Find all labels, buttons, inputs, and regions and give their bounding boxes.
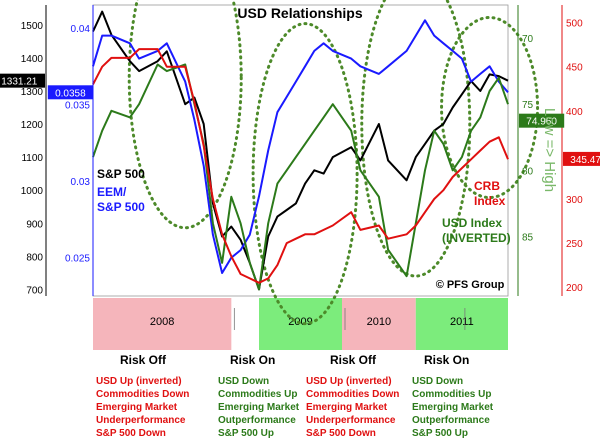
regime-description-line: Commodities Down — [306, 389, 400, 400]
regime-description-line: Underperformance — [306, 415, 396, 426]
regime-description-line: S&P 500 Down — [306, 428, 376, 439]
regime-band — [93, 298, 232, 350]
sp500-current-value-bg — [0, 73, 46, 88]
sp500-tick-label: 800 — [26, 252, 43, 263]
sp500-tick-label: 900 — [26, 219, 43, 230]
series-label: Index — [474, 194, 506, 208]
crb-tick-label: 400 — [566, 107, 583, 118]
usd-tick-label: 75 — [522, 100, 534, 111]
watermark: © PFS Group — [436, 279, 505, 291]
cycle-ellipse — [127, 0, 243, 230]
series-label: S&P 500 — [97, 167, 145, 181]
sp500-tick-label: 700 — [26, 285, 43, 296]
regime-year-label: 2011 — [450, 316, 474, 328]
eem-current-value-bg — [47, 85, 93, 100]
usd-axis-label: Low => High — [541, 108, 558, 192]
regime-heading: Risk On — [424, 353, 470, 367]
regime-annotation: Risk Off USD Up (inverted) Commodities Dow… — [306, 354, 399, 440]
regime-description-line: S&P 500 Up — [218, 428, 274, 439]
eem-current-value: 0.0358 — [55, 88, 86, 99]
series-label: S&P 500 — [97, 200, 145, 214]
usd-relationships-chart: 2008 2009 2010 2011700800900100011001200130… — [0, 0, 600, 350]
crb-tick-label: 450 — [566, 63, 583, 74]
eem-tick-label: 0.035 — [65, 101, 90, 112]
series-label: EEM/ — [97, 185, 127, 199]
regime-annotation: Risk On USD Down Commodities Up Emerging Ma… — [218, 354, 299, 440]
crb-tick-label: 250 — [566, 239, 583, 250]
regime-heading: Risk Off — [330, 353, 377, 367]
crb-current-value: 345.47 — [570, 155, 600, 166]
regime-band — [342, 298, 416, 350]
sp500-tick-label: 1500 — [21, 21, 44, 32]
sp500-current-value: 1331.21 — [1, 77, 38, 88]
regime-annotation: Risk Off USD Up (inverted) Commodities Dow… — [96, 354, 189, 440]
regime-description-line: USD Down — [412, 376, 464, 387]
eem-tick-label: 0.03 — [71, 177, 91, 188]
regime-description-line: S&P 500 Up — [412, 428, 468, 439]
regime-description-line: Emerging Market — [412, 402, 494, 413]
usd-tick-label: 85 — [522, 232, 534, 243]
series-label: (INVERTED) — [442, 231, 511, 245]
chart-title: USD Relationships — [237, 5, 362, 21]
regime-description-line: Outperformance — [218, 415, 296, 426]
cycle-ellipse — [440, 16, 540, 200]
regime-band — [415, 298, 508, 350]
cycle-ellipse — [360, 0, 472, 278]
regime-description-line: USD Down — [218, 376, 270, 387]
usd-current-value-bg — [519, 113, 565, 128]
regime-year-label: 2008 — [150, 316, 174, 328]
crb-tick-label: 500 — [566, 19, 583, 30]
regime-annotation: Risk On USD Down Commodities Up Emerging Ma… — [412, 354, 493, 440]
usd-tick-label: 80 — [522, 166, 534, 177]
regime-heading: Risk Off — [120, 353, 167, 367]
regime-description-line: Emerging Market — [96, 402, 178, 413]
regime-description-line: Underperformance — [96, 415, 186, 426]
sp500-tick-label: 1400 — [21, 54, 44, 65]
regime-year-label: 2010 — [367, 316, 391, 328]
regime-description-line: Outperformance — [412, 415, 490, 426]
regime-description-line: USD Up (inverted) — [96, 376, 182, 387]
sp500-tick-label: 1200 — [21, 120, 44, 131]
regime-description-line: S&P 500 Down — [96, 428, 166, 439]
regime-description-line: Emerging Market — [218, 402, 300, 413]
usd-tick-label: 70 — [522, 34, 534, 45]
regime-description-line: USD Up (inverted) — [306, 376, 392, 387]
regime-description-line: Commodities Up — [412, 389, 492, 400]
sp500-tick-label: 1100 — [21, 153, 43, 164]
regime-description-line: Commodities Down — [96, 389, 190, 400]
crb-current-value-bg — [563, 151, 600, 166]
series-line — [92, 48, 509, 284]
regime-heading: Risk On — [230, 353, 276, 367]
series-line — [92, 63, 509, 291]
eem-tick-label: 0.025 — [65, 254, 90, 265]
crb-tick-label: 200 — [566, 283, 583, 294]
series-label: CRB — [474, 179, 500, 193]
crb-tick-label: 300 — [566, 195, 583, 206]
series-label: USD Index — [442, 216, 502, 230]
sp500-tick-label: 1300 — [21, 87, 44, 98]
regime-description-line: Emerging Market — [306, 402, 388, 413]
usd-current-value: 74.960 — [526, 117, 557, 128]
eem-tick-label: 0.04 — [71, 24, 91, 35]
sp500-tick-label: 1000 — [21, 186, 44, 197]
series-line — [92, 10, 509, 291]
regime-description-line: Commodities Up — [218, 389, 298, 400]
cycle-ellipse — [251, 22, 359, 326]
series-line — [92, 19, 509, 274]
